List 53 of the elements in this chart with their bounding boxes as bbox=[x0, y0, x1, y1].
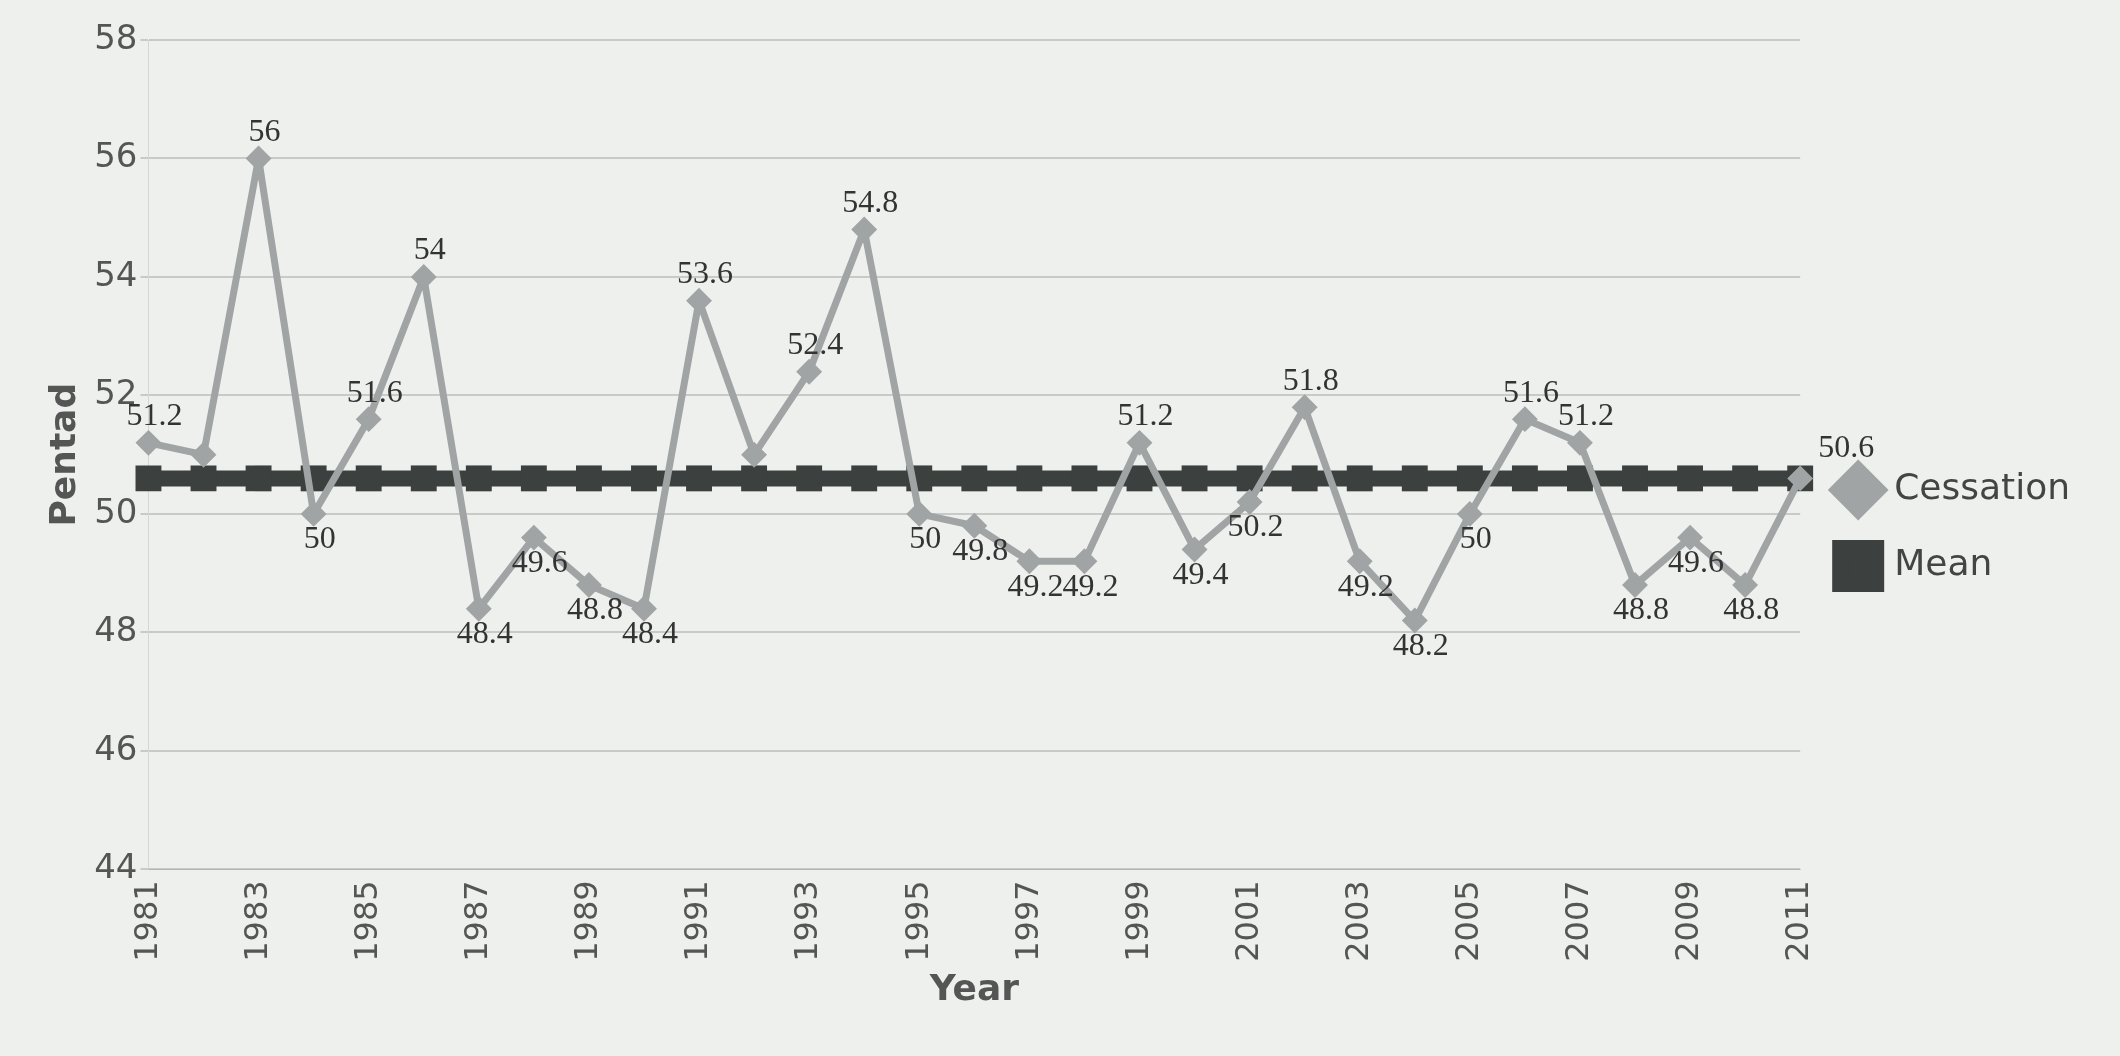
x-tick-label: 1983 bbox=[236, 880, 275, 962]
x-tick-label: 1999 bbox=[1117, 880, 1156, 962]
y-tick-label: 56 bbox=[94, 135, 138, 176]
data-label: 49.6 bbox=[511, 543, 568, 580]
data-label: 48.4 bbox=[621, 614, 678, 651]
x-tick-label: 1989 bbox=[567, 880, 606, 962]
legend-label: Cessation bbox=[1894, 466, 2071, 508]
x-tick-label: 2005 bbox=[1448, 880, 1487, 962]
x-tick-label: 1993 bbox=[787, 880, 826, 962]
x-tick-label: 1987 bbox=[457, 880, 496, 962]
data-label: 48.2 bbox=[1392, 625, 1449, 662]
data-label: 49.8 bbox=[952, 531, 1009, 568]
x-tick-label: 2011 bbox=[1778, 880, 1817, 962]
data-label: 49.4 bbox=[1172, 554, 1229, 591]
data-label: 50.2 bbox=[1227, 507, 1284, 544]
data-label: 49.6 bbox=[1668, 543, 1725, 580]
x-axis-title: Year bbox=[928, 966, 1020, 1008]
data-label: 50.6 bbox=[1818, 427, 1875, 464]
x-tick-label: 1985 bbox=[347, 880, 386, 962]
data-label: 56 bbox=[248, 111, 281, 148]
x-tick-label: 2001 bbox=[1227, 880, 1266, 962]
x-tick-label: 2009 bbox=[1668, 880, 1707, 962]
data-label: 54.8 bbox=[842, 182, 899, 219]
data-label: 48.8 bbox=[1613, 590, 1670, 627]
x-tick-label: 2007 bbox=[1558, 880, 1597, 962]
data-label: 49.2 bbox=[1062, 566, 1119, 603]
y-axis-title: Pentad bbox=[41, 382, 83, 527]
y-tick-label: 58 bbox=[94, 16, 138, 57]
data-label: 51.2 bbox=[1117, 396, 1174, 433]
x-tick-label: 1991 bbox=[677, 880, 716, 962]
data-label: 50 bbox=[909, 519, 942, 556]
data-label: 48.8 bbox=[1723, 590, 1780, 627]
data-label: 53.6 bbox=[677, 254, 734, 291]
data-label: 48.8 bbox=[566, 590, 623, 627]
data-label: 50 bbox=[303, 519, 336, 556]
y-tick-label: 46 bbox=[94, 727, 138, 768]
data-label: 48.4 bbox=[456, 614, 513, 651]
data-label: 51.6 bbox=[346, 372, 403, 409]
data-label: 49.2 bbox=[1337, 566, 1394, 603]
x-tick-label: 1995 bbox=[897, 880, 936, 962]
legend-label: Mean bbox=[1894, 542, 1993, 584]
data-label: 52.4 bbox=[787, 325, 844, 362]
data-label: 51.8 bbox=[1282, 360, 1339, 397]
y-tick-label: 48 bbox=[94, 609, 138, 650]
y-tick-label: 54 bbox=[94, 253, 138, 294]
data-label: 51.2 bbox=[1557, 396, 1614, 433]
x-tick-label: 2003 bbox=[1338, 880, 1377, 962]
x-tick-label: 1997 bbox=[1007, 880, 1046, 962]
data-label: 49.2 bbox=[1007, 566, 1064, 603]
y-tick-label: 50 bbox=[94, 490, 138, 531]
data-label: 54 bbox=[413, 230, 446, 267]
data-label: 51.6 bbox=[1502, 372, 1559, 409]
data-label: 50 bbox=[1459, 519, 1492, 556]
